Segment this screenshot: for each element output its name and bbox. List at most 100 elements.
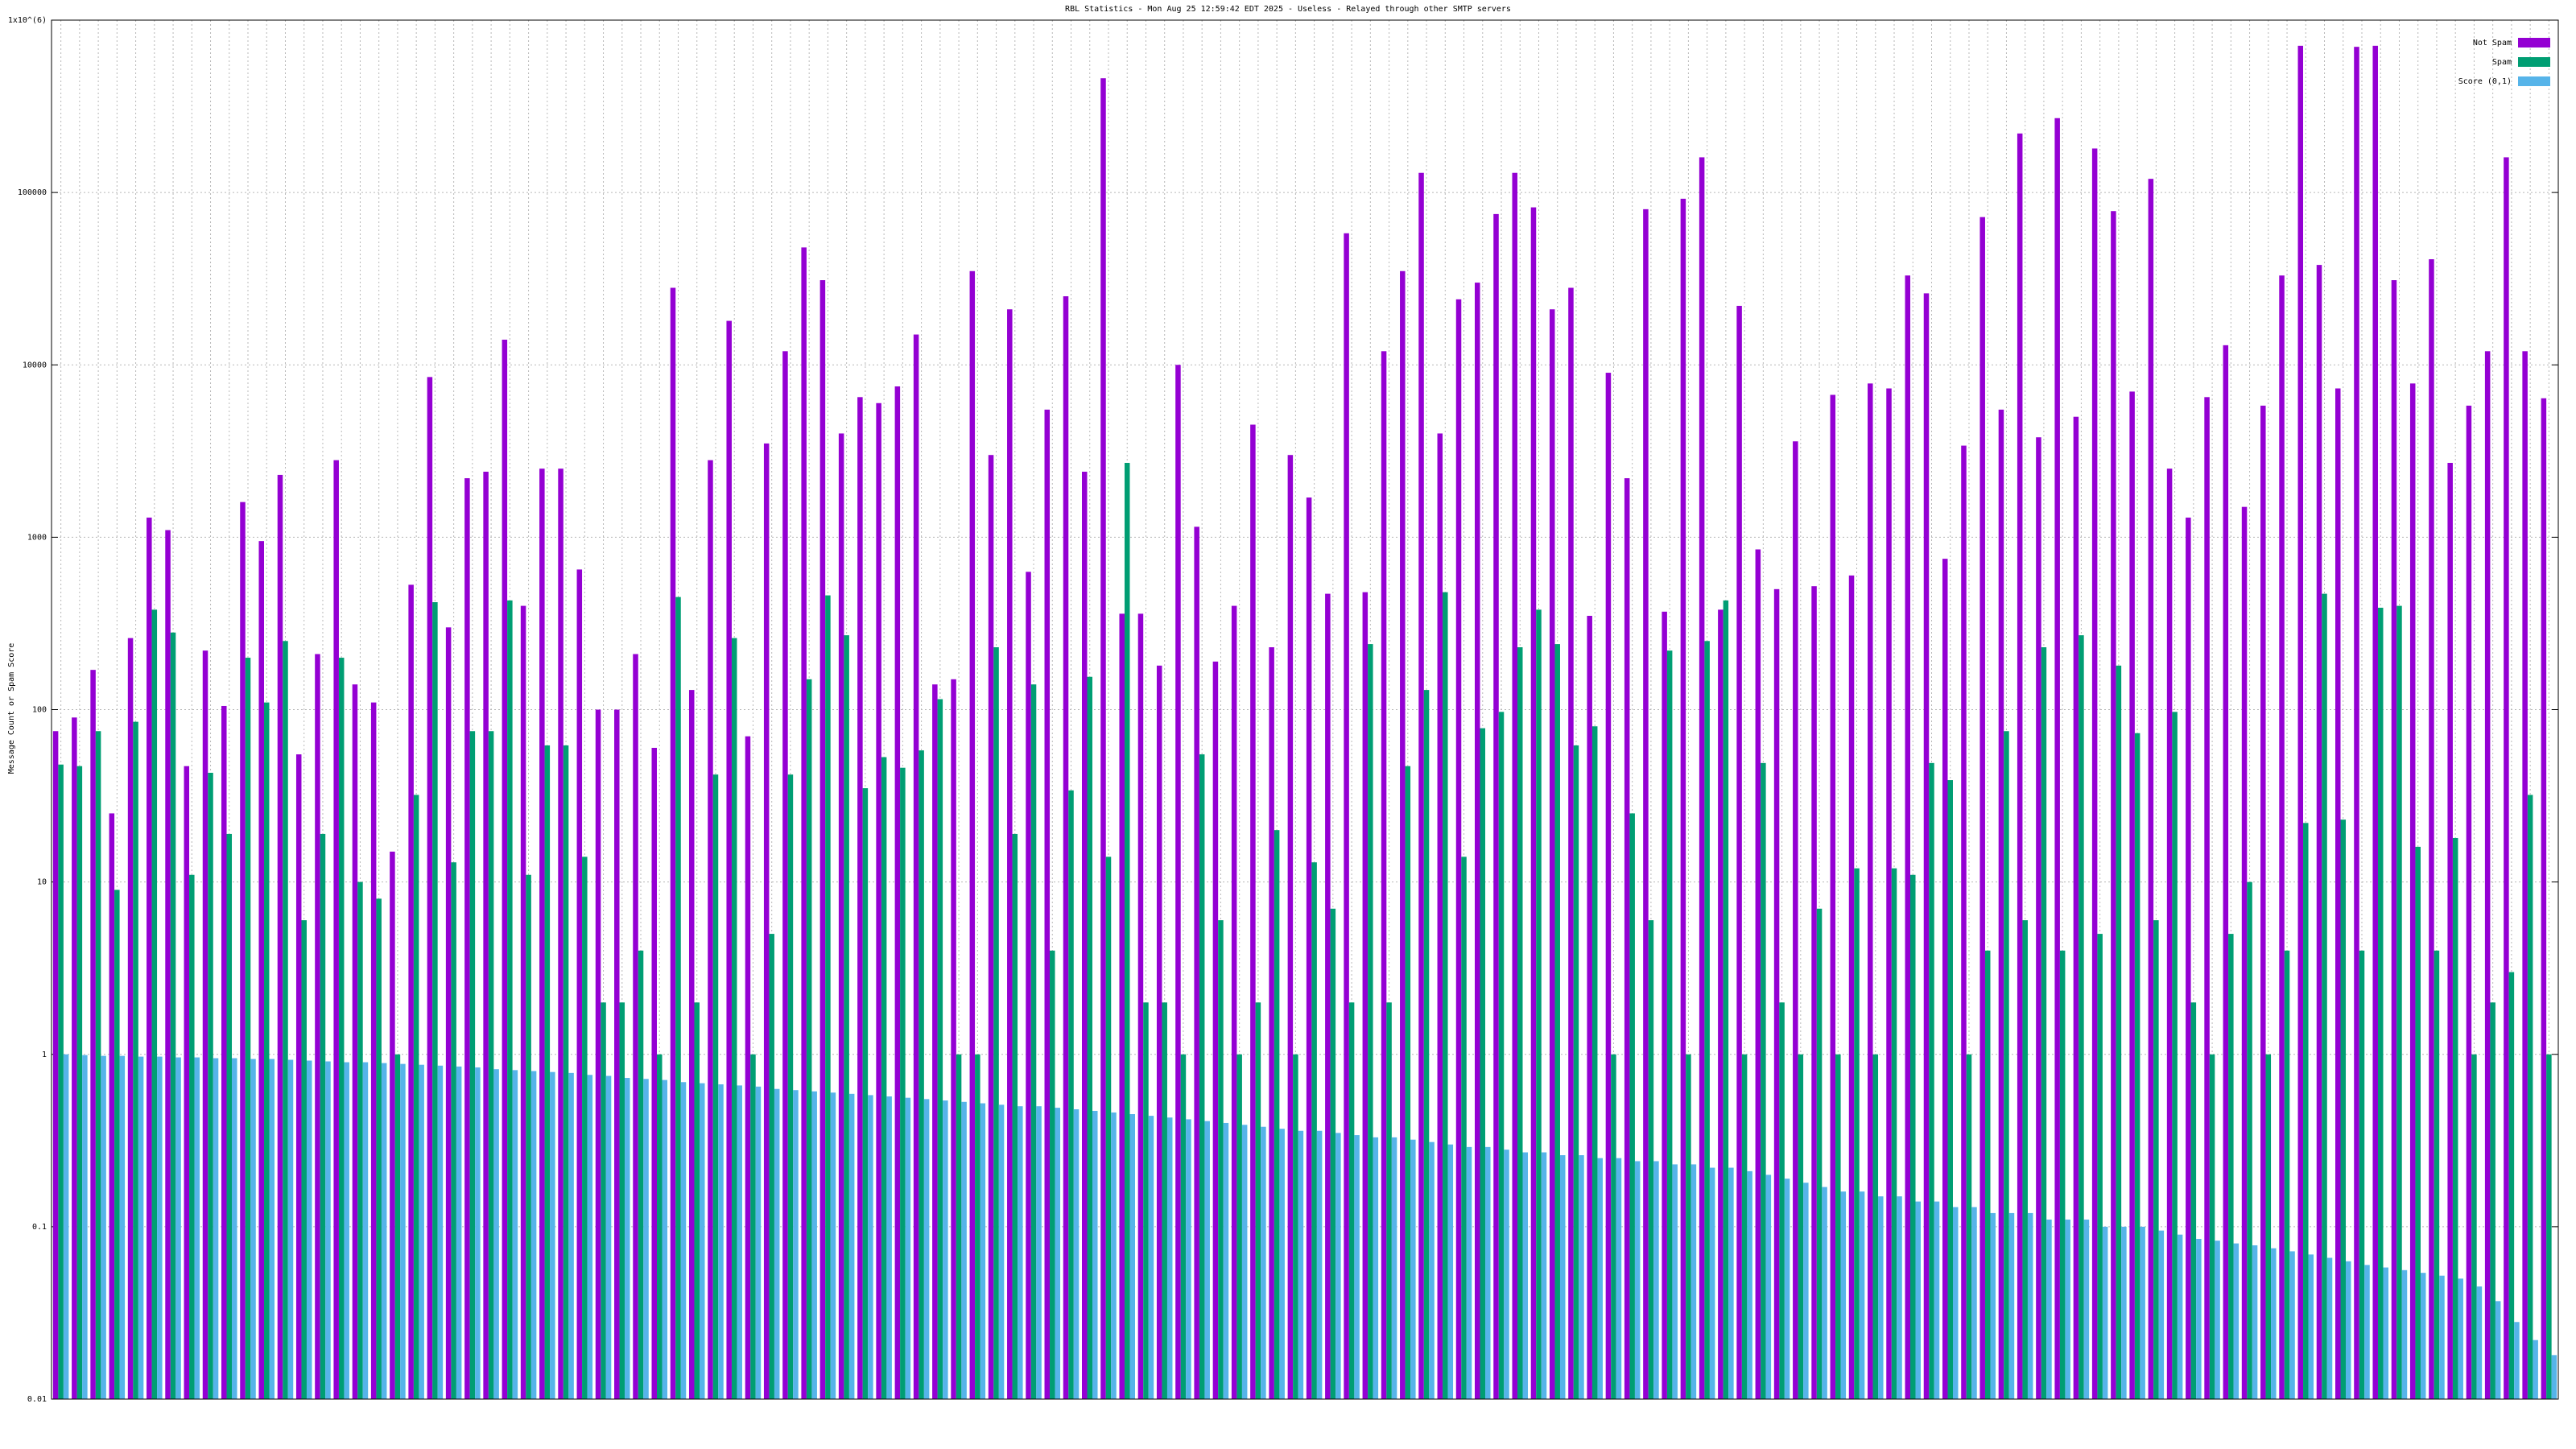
bar	[1204, 1121, 1210, 1399]
bar	[2004, 731, 2009, 1399]
bar	[1068, 790, 1074, 1399]
bar	[857, 397, 863, 1399]
bar	[1910, 874, 1916, 1399]
bar	[1942, 559, 1948, 1400]
bar	[2346, 1261, 2351, 1399]
bar	[526, 874, 531, 1399]
bar	[801, 247, 807, 1400]
bar	[1087, 676, 1093, 1399]
bar	[1274, 830, 1280, 1399]
bar	[1279, 1129, 1285, 1399]
bar	[1429, 1141, 1435, 1399]
bar	[1012, 833, 1018, 1399]
bar	[151, 609, 158, 1399]
bar	[712, 774, 719, 1399]
bar	[175, 1057, 181, 1399]
y-tick-label: 0.1	[32, 1223, 47, 1232]
bar	[1410, 1139, 1416, 1399]
bar	[1030, 684, 1037, 1399]
bar	[1773, 588, 1780, 1399]
bar	[1648, 920, 1654, 1399]
bar	[787, 774, 794, 1399]
bar	[969, 270, 976, 1399]
bar	[2471, 1054, 2477, 1399]
bar	[344, 1062, 349, 1399]
bar	[408, 584, 414, 1399]
bar	[2054, 118, 2060, 1399]
bar	[1269, 647, 1274, 1399]
bar	[2466, 405, 2472, 1399]
bar	[1475, 283, 1480, 1399]
bar	[530, 1071, 537, 1399]
bar	[520, 605, 526, 1399]
bar	[1868, 383, 1873, 1400]
bar	[2271, 1248, 2277, 1399]
bar	[1653, 1161, 1659, 1399]
bar	[988, 455, 994, 1399]
y-tick-label: 10	[37, 878, 47, 887]
bar	[2316, 265, 2322, 1399]
bar	[1241, 1125, 1248, 1399]
bar	[451, 862, 456, 1399]
bar	[2396, 605, 2402, 1399]
bar	[2322, 593, 2327, 1399]
y-tick-label: 10000	[23, 361, 47, 369]
bar	[755, 1086, 762, 1399]
bar	[213, 1058, 219, 1399]
bar	[1611, 1054, 1616, 1399]
bar	[2079, 635, 2084, 1399]
bar	[1728, 1167, 1734, 1399]
bar	[147, 517, 152, 1400]
y-tick-label: 1000	[27, 533, 47, 542]
bar	[1298, 1130, 1304, 1399]
y-axis-label: Message Count or Spam Score	[7, 643, 16, 774]
bar	[2223, 345, 2229, 1400]
bar	[1747, 1170, 1752, 1399]
bar	[1194, 526, 1199, 1399]
bar	[63, 1054, 69, 1399]
bar	[1952, 1207, 1959, 1399]
bar	[2215, 1241, 2220, 1399]
bar	[376, 898, 382, 1399]
bar	[1723, 600, 1729, 1399]
bar	[2340, 819, 2347, 1399]
legend-label: Not Spam	[2473, 39, 2512, 47]
bar	[2190, 1002, 2197, 1399]
bar	[643, 1079, 649, 1399]
bar	[1311, 862, 1317, 1399]
bar	[633, 654, 638, 1399]
bar	[1530, 207, 1537, 1400]
bar	[2420, 1273, 2426, 1399]
bar	[862, 788, 869, 1399]
bar	[1143, 1002, 1149, 1399]
bar	[1718, 609, 1724, 1399]
bar	[2111, 211, 2116, 1400]
bar	[2241, 506, 2248, 1399]
bar	[1934, 1201, 1940, 1399]
bar	[1455, 299, 1462, 1399]
bar	[2041, 647, 2047, 1399]
bar	[258, 541, 264, 1399]
bar	[2153, 920, 2159, 1399]
bar	[961, 1101, 967, 1399]
bar	[1811, 586, 1817, 1399]
bar	[2326, 1257, 2333, 1399]
bar	[576, 569, 583, 1399]
bar	[731, 638, 737, 1399]
bar	[72, 717, 77, 1399]
bar	[1736, 305, 1742, 1400]
bar	[1616, 1158, 1622, 1399]
bar	[793, 1090, 799, 1399]
bar	[263, 702, 270, 1399]
bar	[905, 1097, 911, 1399]
bar	[2177, 1234, 2183, 1399]
bar	[2514, 1322, 2520, 1399]
legend-label: Spam	[2492, 58, 2512, 67]
bar	[1148, 1116, 1154, 1399]
bar	[844, 635, 849, 1399]
bar	[993, 647, 999, 1399]
bar	[1666, 650, 1673, 1399]
bar	[119, 1055, 126, 1399]
bar	[651, 748, 658, 1399]
bar	[2551, 1355, 2557, 1399]
